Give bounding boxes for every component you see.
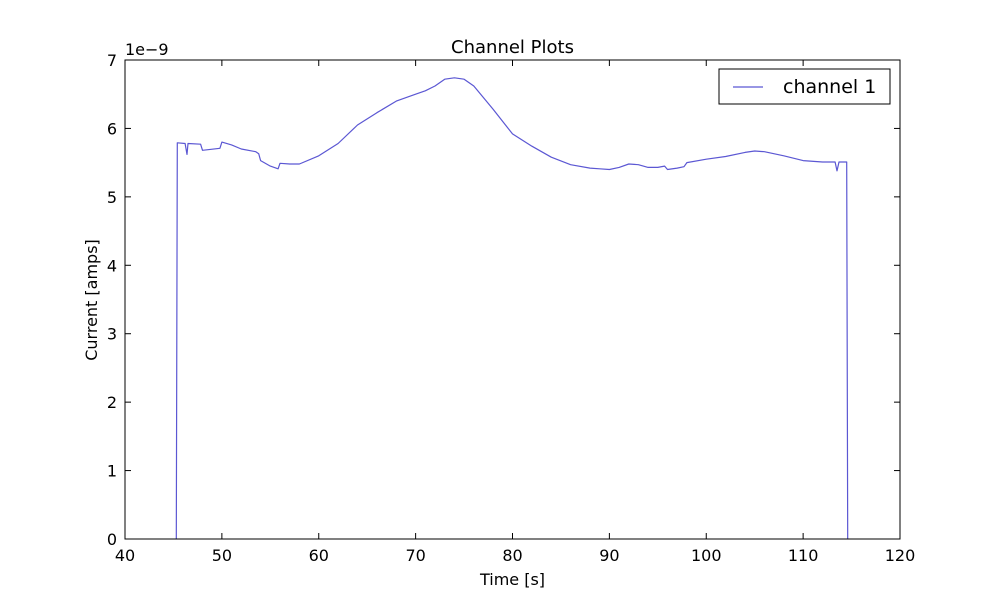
y-axis-label: Current [amps] xyxy=(82,239,101,361)
x-tick-label: 90 xyxy=(599,546,619,565)
x-tick-label: 100 xyxy=(691,546,722,565)
legend-label-channel-1: channel 1 xyxy=(783,76,876,98)
chart-title: Channel Plots xyxy=(451,37,574,58)
x-tick-label: 80 xyxy=(502,546,522,565)
x-tick-label: 70 xyxy=(405,546,425,565)
axis-ticks: 40 50 60 70 80 90 100 110 120 0 1 2 3 4 5 6 7 xyxy=(107,51,915,565)
y-tick-label: 4 xyxy=(107,256,117,275)
y-tick-label: 7 xyxy=(107,51,117,70)
x-tick-label: 50 xyxy=(212,546,232,565)
series-line-channel-1 xyxy=(175,77,849,540)
y-tick-label: 2 xyxy=(107,393,117,412)
y-tick-label: 0 xyxy=(107,530,117,549)
x-tick-label: 110 xyxy=(788,546,819,565)
y-tick-label: 5 xyxy=(107,188,117,207)
x-tick-label: 60 xyxy=(309,546,329,565)
x-axis-label: Time [s] xyxy=(479,570,545,589)
y-tick-label: 3 xyxy=(107,325,117,344)
plot-area xyxy=(175,77,849,540)
y-tick-label: 6 xyxy=(107,119,117,138)
legend: channel 1 xyxy=(718,68,891,105)
x-tick-label: 40 xyxy=(115,546,135,565)
y-scale-offset-label: 1e−9 xyxy=(125,40,169,59)
y-tick-label: 1 xyxy=(107,462,117,481)
x-tick-label: 120 xyxy=(885,546,916,565)
